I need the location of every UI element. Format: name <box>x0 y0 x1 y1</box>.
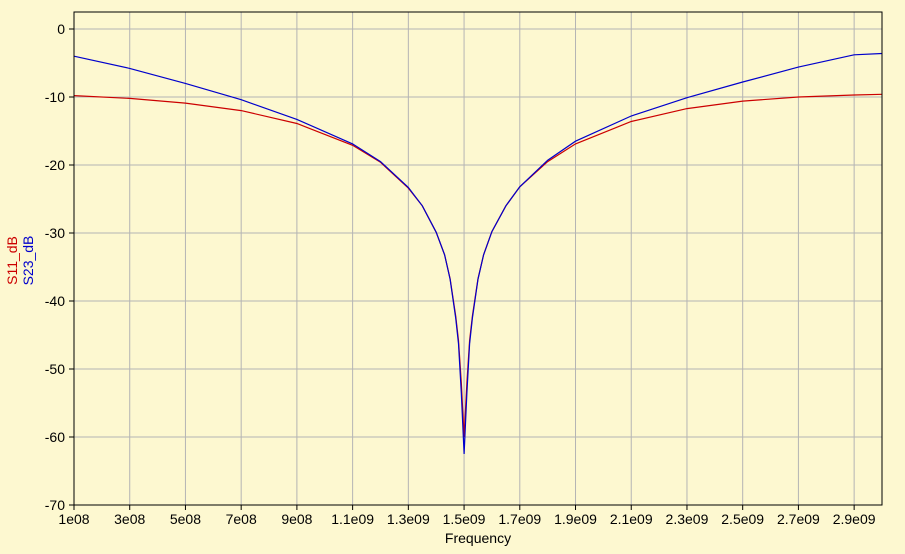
x-tick-label: 1.5e09 <box>443 511 486 527</box>
x-tick-label: 2.9e09 <box>833 511 876 527</box>
x-tick-label: 1.1e09 <box>331 511 374 527</box>
y-tick-label: -20 <box>45 157 65 173</box>
x-axis-label: Frequency <box>445 530 511 546</box>
plot-frame <box>73 11 883 506</box>
x-tick-label: 1e08 <box>58 511 89 527</box>
x-tick-label: 3e08 <box>114 511 145 527</box>
x-tick-label: 1.7e09 <box>498 511 541 527</box>
y-axis-legend: S11_dB S23_dB <box>4 236 36 286</box>
series-line-s11-db <box>73 93 883 438</box>
y-tick-label: -70 <box>45 497 65 513</box>
y-tick-label: -60 <box>45 429 65 445</box>
x-tick-label: 2.7e09 <box>777 511 820 527</box>
x-tick-label: 1.3e09 <box>387 511 430 527</box>
x-tick-label: 2.3e09 <box>666 511 709 527</box>
y-tick-label: -30 <box>45 225 65 241</box>
series-layer <box>73 52 883 455</box>
y-axis-label-s23-db: S23_dB <box>20 236 36 286</box>
y-tick-label: -40 <box>45 293 65 309</box>
x-tick-label: 2.5e09 <box>721 511 764 527</box>
x-tick-label: 1.9e09 <box>554 511 597 527</box>
ticks: 1e08 3e08 5e08 7e08 9e08 1.1e09 1.3e09 1.5e09 1.… <box>45 21 876 527</box>
y-tick-label: -10 <box>45 89 65 105</box>
y-tick-label: 0 <box>57 21 65 37</box>
x-tick-label: 9e08 <box>281 511 312 527</box>
x-tick-label: 5e08 <box>170 511 201 527</box>
series-line-s23-db <box>73 52 883 455</box>
x-tick-label: 7e08 <box>226 511 257 527</box>
y-axis-label-s11-db: S11_dB <box>4 236 20 285</box>
y-tick-label: -50 <box>45 361 65 377</box>
plot-area <box>74 12 882 505</box>
grid <box>73 12 882 506</box>
x-tick-label: 2.1e09 <box>610 511 653 527</box>
